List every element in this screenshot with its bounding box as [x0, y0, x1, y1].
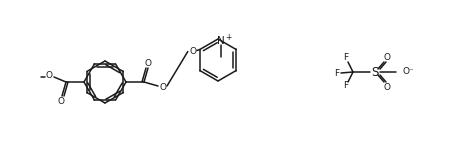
Text: O: O [383, 53, 390, 61]
Text: O: O [45, 72, 52, 80]
Text: F: F [343, 54, 348, 62]
Text: O: O [57, 96, 64, 106]
Text: O⁻: O⁻ [402, 68, 414, 76]
Text: F: F [343, 82, 348, 90]
Text: +: + [224, 33, 231, 41]
Text: S: S [370, 66, 378, 78]
Text: O: O [383, 83, 390, 91]
Text: F: F [334, 69, 339, 77]
Text: N: N [217, 36, 224, 46]
Text: O: O [144, 59, 151, 69]
Text: O: O [189, 47, 196, 56]
Text: O: O [159, 83, 166, 91]
